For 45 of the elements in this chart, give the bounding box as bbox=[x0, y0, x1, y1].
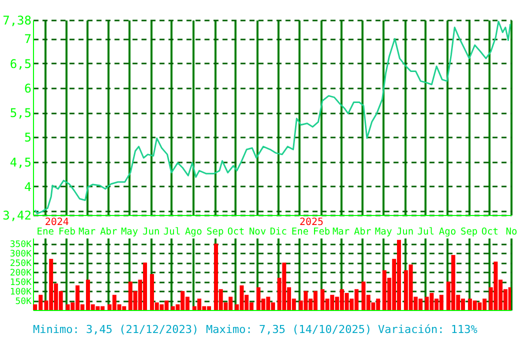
x-tick-label: Ago bbox=[184, 226, 202, 238]
x-tick-label: Abr bbox=[354, 226, 372, 238]
y-tick-label: 100K bbox=[10, 288, 32, 298]
text: Variación: 113% bbox=[378, 323, 478, 336]
y-tick-label: 7 bbox=[24, 32, 32, 46]
x-tick-label: Jul bbox=[163, 226, 181, 238]
y-tick-label: 4 bbox=[24, 180, 32, 194]
x-tick-label: Oct bbox=[227, 226, 245, 238]
x-tick-label: Mar bbox=[332, 226, 350, 238]
y-tick-label: 6,5 bbox=[10, 56, 32, 71]
line-series bbox=[34, 20, 511, 214]
x-tick-label: Abr bbox=[100, 226, 118, 238]
y-tick-label: 6 bbox=[24, 81, 32, 96]
x-tick-label: Ene bbox=[291, 226, 309, 238]
y-tick-label: 250K bbox=[10, 259, 32, 270]
x-tick-label: Oct bbox=[481, 226, 499, 238]
x-tick-label: Feb bbox=[312, 226, 330, 238]
x-tick-label: Ene bbox=[36, 226, 54, 238]
y-tick-label: 200K bbox=[10, 268, 32, 279]
x-tick-label: Jun bbox=[396, 226, 414, 238]
y-tick-label: 50K bbox=[15, 297, 32, 308]
y-tick-label: 7,38 bbox=[2, 14, 32, 28]
x-tick-label: No bbox=[506, 226, 518, 238]
y-tick-label: 4,5 bbox=[10, 155, 32, 170]
y-tick-label: 5 bbox=[24, 130, 32, 145]
x-tick-label: Ago bbox=[438, 226, 456, 238]
x-tick-label: Sep bbox=[460, 226, 478, 238]
text: Minimo: 3,45 (21/12/2023) bbox=[33, 323, 199, 336]
text: Maximo: 7,35 (14/10/2025) bbox=[206, 323, 372, 336]
x-tick-label: May bbox=[120, 226, 138, 238]
text: 2024 bbox=[44, 217, 69, 228]
x-tick-label: Jun bbox=[142, 226, 160, 238]
y-tick-label: 350K bbox=[10, 240, 32, 250]
y-tick-label: 300K bbox=[10, 250, 32, 260]
x-tick-label: Mar bbox=[78, 226, 96, 238]
x-tick-label: Feb bbox=[58, 226, 76, 238]
text: 2025 bbox=[299, 217, 324, 228]
x-tick-label: May bbox=[374, 226, 392, 238]
x-tick-label: Sep bbox=[206, 226, 224, 238]
x-tick-label: Dic bbox=[270, 226, 287, 238]
x-tick-label: Nov bbox=[248, 226, 266, 238]
y-tick-label: 5,5 bbox=[10, 106, 32, 120]
y-tick-label: 150K bbox=[10, 278, 32, 288]
x-tick-label: Jul bbox=[417, 226, 435, 238]
y-tick-label: 3,42 bbox=[2, 208, 32, 222]
